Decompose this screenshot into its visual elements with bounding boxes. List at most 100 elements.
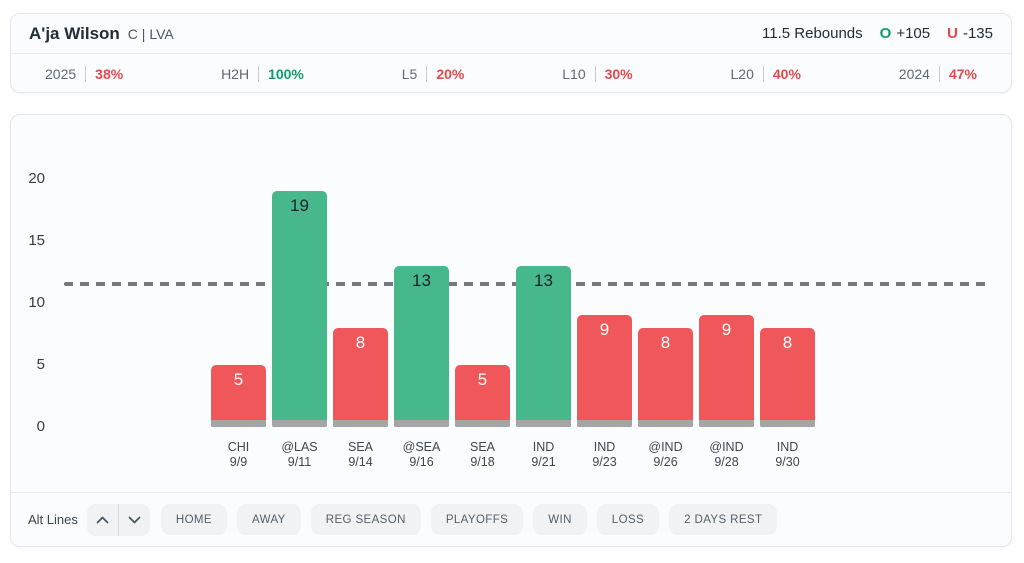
filter-button-win[interactable]: WIN <box>533 504 587 535</box>
game-date: 9/30 <box>775 455 800 469</box>
stat-divider <box>762 66 764 82</box>
stat-label: 2024 <box>898 66 930 82</box>
stepper-divider <box>117 503 119 536</box>
under-odds-group: U -135 <box>947 25 993 42</box>
alt-lines-stepper <box>86 503 150 536</box>
game-date: 9/16 <box>409 455 434 469</box>
game-opponent: @IND <box>648 440 683 454</box>
y-axis-tick: 15 <box>28 232 45 249</box>
y-axis-tick: 5 <box>36 356 45 373</box>
game-x-label: CHI 9/9 <box>208 440 269 470</box>
chart-filter-toolbar: Alt Lines HOME AWAY REG SEASON PLAYOFFS WIN L… <box>11 492 1011 546</box>
rebounds-bar-chart: 0 5 10 15 20 5 CHI 9/9 19 @LAS 9/11 8 SEA 9/14 13 @SEA 9… <box>11 131 1011 491</box>
over-odds-value: +105 <box>896 25 931 42</box>
game-date: 9/28 <box>714 455 739 469</box>
game-x-label: IND 9/21 <box>513 440 574 470</box>
game-bar: 13 <box>516 265 571 427</box>
game-bar-base <box>455 420 510 427</box>
game-x-label: @IND 9/28 <box>696 440 757 470</box>
game-value-label: 5 <box>233 370 244 389</box>
game-bar: 8 <box>333 327 388 427</box>
filter-button-away[interactable]: AWAY <box>236 504 301 535</box>
game-bar: 9 <box>699 315 754 427</box>
game-opponent: IND <box>776 440 799 454</box>
filter-buttons-group: HOME AWAY REG SEASON PLAYOFFS WIN LOSS 2 DAYS … <box>160 504 788 535</box>
game-opponent: CHI <box>227 440 250 454</box>
game-value-label: 9 <box>721 320 732 340</box>
player-prop-header-card: A'ja Wilson C | LVA 11.5 Rebounds O +105… <box>10 13 1012 93</box>
game-opponent: @LAS <box>281 440 318 454</box>
game-value-label: 13 <box>534 270 553 290</box>
game-date: 9/14 <box>348 455 373 469</box>
stat-filter-2025[interactable]: 2025 38% <box>45 66 123 82</box>
game-bar-base <box>760 419 815 427</box>
game-opponent: @SEA <box>402 440 441 454</box>
filter-button-loss[interactable]: LOSS <box>596 504 660 535</box>
game-bar: 8 <box>638 327 693 427</box>
chevron-up-icon <box>96 516 109 523</box>
stat-filter-l20[interactable]: L20 40% <box>731 66 801 82</box>
over-odds-group: O +105 <box>880 25 930 42</box>
y-axis-tick: 10 <box>28 294 45 311</box>
game-bar-base <box>211 420 266 427</box>
game-x-label: @IND 9/26 <box>635 440 696 470</box>
stat-filter-l5[interactable]: L5 20% <box>401 66 465 82</box>
game-x-label: SEA 9/14 <box>330 440 391 470</box>
stat-divider <box>938 66 940 82</box>
game-date: 9/9 <box>229 455 248 469</box>
stat-value: 40% <box>772 66 801 82</box>
alt-line-down-button[interactable] <box>119 504 150 536</box>
game-opponent: SEA <box>347 440 373 454</box>
stat-label: L5 <box>401 66 418 82</box>
over-symbol: O <box>879 25 892 42</box>
game-value-label: 5 <box>477 370 488 389</box>
filter-button-2-days-rest[interactable]: 2 DAYS REST <box>669 504 778 535</box>
game-x-label: SEA 9/18 <box>452 440 513 470</box>
filter-button-home[interactable]: HOME <box>160 504 227 535</box>
stat-label: H2H <box>221 66 250 82</box>
stat-divider <box>85 66 87 82</box>
game-value-label: 19 <box>290 196 309 216</box>
filter-button-playoffs[interactable]: PLAYOFFS <box>430 504 524 535</box>
stat-filter-l10[interactable]: L10 30% <box>562 66 633 82</box>
stat-filter-2024[interactable]: 2024 47% <box>899 66 977 82</box>
game-opponent: IND <box>532 440 555 454</box>
game-bar-base <box>577 419 632 427</box>
stat-value: 47% <box>948 66 977 82</box>
game-value-label: 9 <box>599 320 610 340</box>
game-bar-base <box>516 419 571 427</box>
game-bar: 9 <box>577 315 632 427</box>
alt-lines-label: Alt Lines <box>28 512 78 527</box>
stat-value: 20% <box>436 66 465 82</box>
game-bar-base <box>272 419 327 427</box>
stat-label: 2025 <box>45 66 77 82</box>
stat-filter-h2h[interactable]: H2H 100% <box>221 66 304 82</box>
game-date: 9/23 <box>592 455 617 469</box>
game-date: 9/18 <box>470 455 495 469</box>
game-x-label: IND 9/30 <box>757 440 818 470</box>
player-position-team: C | LVA <box>127 25 174 42</box>
game-bar: 19 <box>272 191 327 427</box>
game-bar: 5 <box>211 365 266 427</box>
game-date: 9/21 <box>531 455 556 469</box>
stat-label: L20 <box>730 66 754 82</box>
stat-divider <box>594 66 596 82</box>
game-date: 9/11 <box>287 455 312 469</box>
stat-value: 30% <box>604 66 633 82</box>
under-symbol: U <box>947 25 958 42</box>
game-x-label: IND 9/23 <box>574 440 635 470</box>
game-opponent: IND <box>593 440 616 454</box>
alt-line-up-button[interactable] <box>87 504 118 536</box>
chevron-down-icon <box>128 516 141 523</box>
chart-card: 0 5 10 15 20 5 CHI 9/9 19 @LAS 9/11 8 SEA 9/14 13 @SEA 9… <box>10 114 1012 547</box>
game-opponent: SEA <box>469 440 495 454</box>
filter-button-reg-season[interactable]: REG SEASON <box>310 504 421 535</box>
y-axis-tick: 20 <box>28 170 45 187</box>
stat-value: 38% <box>95 66 124 82</box>
stat-value: 100% <box>268 66 304 82</box>
game-bar: 13 <box>394 265 449 427</box>
game-bar-base <box>699 419 754 427</box>
stat-label: L10 <box>562 66 586 82</box>
game-x-label: @SEA 9/16 <box>391 440 452 470</box>
stat-divider <box>426 66 428 82</box>
